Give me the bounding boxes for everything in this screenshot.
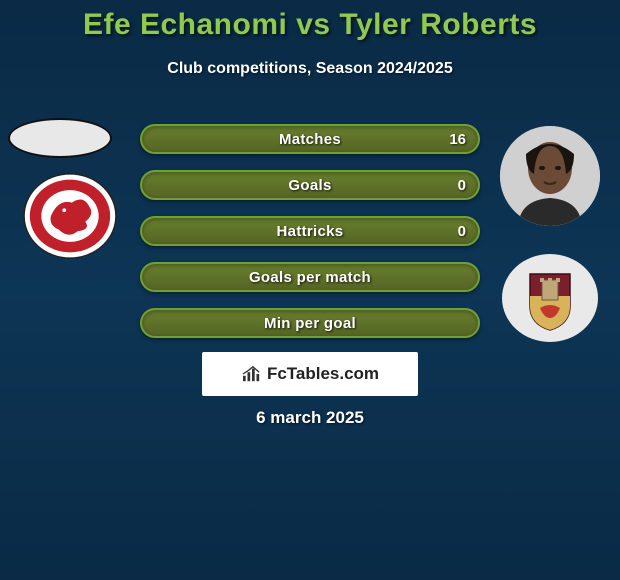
stat-right-value: 0	[458, 172, 466, 198]
player-left-avatar	[8, 118, 112, 158]
stat-right-value: 0	[458, 218, 466, 244]
stat-right-value: 16	[449, 126, 466, 152]
stat-label: Matches	[142, 126, 478, 152]
page-title: Efe Echanomi vs Tyler Roberts	[0, 0, 620, 42]
stat-bar: Matches 16	[140, 124, 480, 154]
brand-box: FcTables.com	[202, 352, 418, 396]
player-right-avatar	[500, 126, 600, 226]
stat-bar: Goals per match	[140, 262, 480, 292]
stat-label: Goals	[142, 172, 478, 198]
brand-text: FcTables.com	[267, 364, 379, 384]
date-label: 6 march 2025	[0, 408, 620, 428]
stat-bar: Min per goal	[140, 308, 480, 338]
chart-icon	[241, 365, 263, 383]
team-left-crest	[22, 172, 118, 260]
stat-bar: Goals 0	[140, 170, 480, 200]
stats-bars: Matches 16 Goals 0 Hattricks 0 Goals per…	[140, 124, 480, 354]
team-right-crest	[500, 252, 600, 344]
stat-label: Hattricks	[142, 218, 478, 244]
page-subtitle: Club competitions, Season 2024/2025	[0, 60, 620, 78]
stat-label: Goals per match	[142, 264, 478, 290]
stat-label: Min per goal	[142, 310, 478, 336]
stat-bar: Hattricks 0	[140, 216, 480, 246]
